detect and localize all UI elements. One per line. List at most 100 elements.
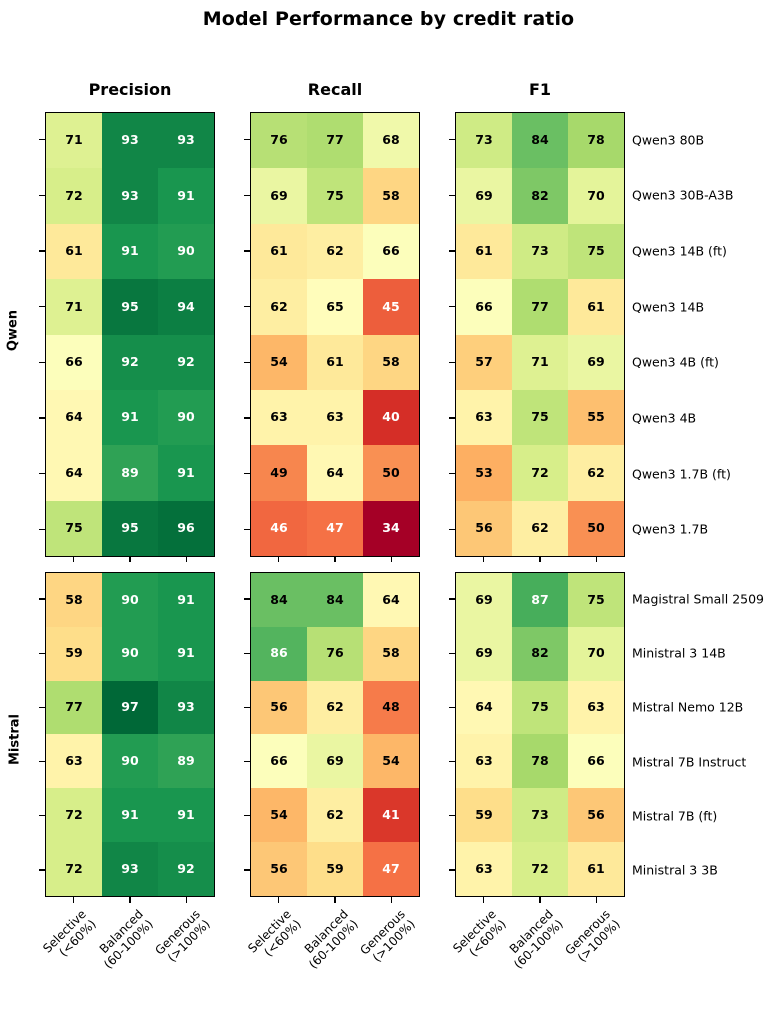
heatmap-cell: 59 [307,842,363,896]
heatmap-cell: 69 [251,168,307,224]
heatmap-cell: 89 [102,445,158,501]
y-axis-tick [449,361,455,363]
y-axis-tick [39,472,45,475]
x-axis-tick [129,557,131,562]
heatmap-cell: 56 [456,500,512,556]
heatmap-figure: Model Performance by credit ratio Precis… [6,8,765,972]
heatmap-cell: 94 [158,279,214,335]
heatmap-cell: 77 [307,113,363,169]
heatmap-cell: 75 [568,223,624,280]
heatmap-cell: 62 [307,788,363,843]
heatmap-cell: 58 [363,626,419,681]
heatmap-cell: 84 [307,573,363,627]
heatmap-cell: 84 [251,573,307,627]
heatmap-cell: 93 [158,113,214,169]
heatmap-cell: 45 [363,279,419,335]
row-label: Qwen3 80B [632,132,705,148]
y-axis-tick [449,815,455,817]
heatmap-cell: 62 [307,223,363,280]
heatmap-cell: 72 [512,842,568,896]
x-axis-tick [539,897,541,903]
y-axis-tick [244,194,250,197]
heatmap-cell: 72 [512,445,568,501]
heatmap-cell: 50 [568,500,624,556]
heatmap-cell: 91 [102,788,158,843]
heatmap-cell: 82 [512,626,568,681]
row-label: Mistral Nemo 12B [632,699,744,715]
heatmap-panel-f1-mistral: 69 87 75 69 82 70 64 75 63 63 78 66 59 73 56 63 72 61 [455,572,625,897]
heatmap-cell: 69 [307,734,363,789]
y-axis-tick [244,306,250,308]
column-title-precision: Precision [88,80,172,99]
heatmap-cell: 73 [512,788,568,843]
x-axis-tick [334,557,336,562]
heatmap-cell: 93 [158,680,214,735]
heatmap-cell: 91 [158,788,214,843]
y-axis-tick [449,417,455,419]
heatmap-cell: 49 [251,445,307,501]
page-title: Model Performance by credit ratio [202,8,575,30]
heatmap-cell: 63 [456,842,512,896]
heatmap-cell: 77 [46,680,102,735]
y-axis-tick [449,869,455,871]
heatmap-cell: 86 [251,626,307,681]
y-axis-tick [244,528,250,530]
heatmap-cell: 57 [456,334,512,390]
y-axis-tick [39,306,45,308]
heatmap-cell: 64 [307,445,363,501]
heatmap-cell: 89 [158,734,214,789]
heatmap-cell: 90 [102,573,158,627]
heatmap-cell: 63 [46,734,102,789]
heatmap-cell: 63 [456,734,512,789]
heatmap-cell: 91 [158,626,214,681]
group-label-mistral: Mistral [7,714,23,765]
x-axis-tick [277,557,279,562]
heatmap-cell: 76 [307,626,363,681]
heatmap-cell: 75 [512,389,568,446]
row-label: Qwen3 14B (ft) [632,243,727,259]
heatmap-cell: 61 [251,223,307,280]
heatmap-cell: 58 [46,573,102,627]
heatmap-cell: 92 [158,842,214,896]
row-label: Qwen3 4B [632,410,697,426]
x-axis-tick [334,897,336,903]
x-axis-tick [277,897,279,903]
x-axis-tick [72,897,74,903]
heatmap-cell: 55 [568,389,624,446]
y-axis-tick [39,760,45,763]
heatmap-cell: 64 [46,389,102,446]
heatmap-cell: 56 [251,842,307,896]
heatmap-cell: 56 [568,788,624,843]
column-title-f1: F1 [528,80,552,99]
heatmap-cell: 90 [158,389,214,446]
column-title-recall: Recall [307,80,363,99]
heatmap-cell: 47 [307,500,363,556]
heatmap-cell: 48 [363,680,419,735]
x-axis-tick [129,897,131,903]
heatmap-cell: 58 [363,334,419,390]
heatmap-cell: 76 [251,113,307,169]
y-axis-tick [39,706,45,709]
heatmap-cell: 92 [102,334,158,390]
heatmap-panel-recall-qwen: 76 77 68 69 75 58 61 62 66 62 65 45 54 61 58 63 63 40 49 64… [250,112,420,557]
row-label: Ministral 3 3B [632,862,718,878]
heatmap-cell: 87 [512,573,568,627]
heatmap-cell: 54 [251,788,307,843]
heatmap-panel-recall-mistral: 84 84 64 86 76 58 56 62 48 66 69 54 54 62 41 56 59 47 [250,572,420,897]
heatmap-cell: 78 [568,113,624,169]
row-label: Qwen3 1.7B [632,521,709,537]
heatmap-cell: 59 [456,788,512,843]
heatmap-panel-precision-qwen: 71 93 93 72 93 91 61 91 90 71 95 94 66 92 92 64 91 90 64 89… [45,112,215,557]
heatmap-cell: 62 [251,279,307,335]
y-axis-tick [39,361,45,363]
row-label: Qwen3 30B-A3B [632,187,734,203]
heatmap-cell: 93 [102,842,158,896]
heatmap-cell: 73 [456,113,512,169]
heatmap-cell: 70 [568,168,624,224]
y-axis-tick [244,706,250,709]
x-axis-tick [72,557,74,562]
heatmap-cell: 96 [158,500,214,556]
heatmap-cell: 61 [568,279,624,335]
x-axis-tick [391,897,393,903]
heatmap-cell: 66 [251,734,307,789]
